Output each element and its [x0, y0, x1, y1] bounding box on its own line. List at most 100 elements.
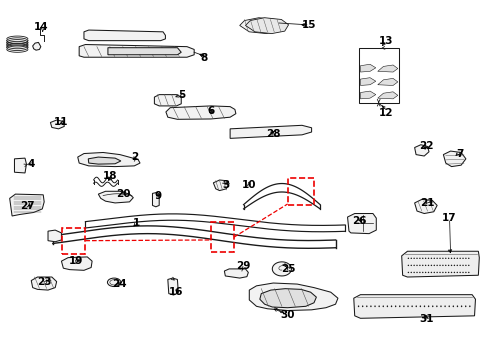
Ellipse shape	[444, 258, 446, 259]
Ellipse shape	[419, 305, 420, 307]
Text: 14: 14	[34, 22, 48, 32]
Polygon shape	[98, 191, 133, 203]
Text: 20: 20	[116, 189, 131, 199]
Ellipse shape	[373, 305, 375, 307]
Ellipse shape	[398, 305, 400, 307]
Ellipse shape	[415, 305, 416, 307]
Polygon shape	[360, 64, 375, 72]
Ellipse shape	[453, 272, 454, 273]
Bar	[210, 222, 233, 252]
Bar	[287, 178, 313, 205]
Ellipse shape	[464, 265, 466, 266]
Polygon shape	[78, 153, 140, 167]
Polygon shape	[249, 283, 337, 311]
Ellipse shape	[456, 305, 457, 307]
Ellipse shape	[453, 265, 454, 266]
Text: 17: 17	[441, 213, 456, 223]
Ellipse shape	[438, 258, 440, 259]
Ellipse shape	[382, 305, 383, 307]
Ellipse shape	[433, 265, 434, 266]
Ellipse shape	[430, 272, 431, 273]
Ellipse shape	[467, 258, 468, 259]
Text: 28: 28	[265, 129, 280, 139]
Ellipse shape	[439, 305, 441, 307]
Polygon shape	[79, 45, 194, 57]
Ellipse shape	[369, 305, 371, 307]
Ellipse shape	[357, 305, 359, 307]
Ellipse shape	[423, 305, 425, 307]
Ellipse shape	[441, 272, 443, 273]
Ellipse shape	[378, 305, 379, 307]
Polygon shape	[259, 289, 316, 308]
Ellipse shape	[438, 265, 440, 266]
Ellipse shape	[427, 272, 428, 273]
Ellipse shape	[361, 305, 363, 307]
Text: 9: 9	[154, 191, 162, 201]
Ellipse shape	[438, 272, 440, 273]
Ellipse shape	[464, 305, 466, 307]
Polygon shape	[401, 251, 478, 277]
Polygon shape	[15, 158, 26, 173]
Polygon shape	[377, 92, 397, 99]
Polygon shape	[245, 18, 288, 33]
Ellipse shape	[456, 258, 457, 259]
Polygon shape	[48, 230, 61, 242]
Ellipse shape	[461, 258, 463, 259]
Ellipse shape	[407, 258, 408, 259]
Ellipse shape	[431, 305, 432, 307]
Polygon shape	[414, 199, 436, 213]
Text: 3: 3	[222, 180, 229, 190]
Ellipse shape	[418, 272, 420, 273]
Text: 15: 15	[301, 20, 316, 30]
Polygon shape	[230, 125, 311, 138]
Ellipse shape	[444, 305, 445, 307]
Polygon shape	[239, 18, 282, 33]
Polygon shape	[61, 257, 92, 270]
Text: 1: 1	[133, 218, 140, 228]
Polygon shape	[272, 262, 291, 276]
Ellipse shape	[410, 305, 412, 307]
Ellipse shape	[444, 272, 446, 273]
Ellipse shape	[447, 272, 448, 273]
Text: 16: 16	[169, 287, 183, 297]
Bar	[62, 228, 85, 254]
Text: 27: 27	[20, 202, 35, 211]
Ellipse shape	[441, 265, 443, 266]
Ellipse shape	[430, 258, 431, 259]
Polygon shape	[88, 157, 121, 164]
Polygon shape	[213, 180, 229, 190]
Ellipse shape	[433, 258, 434, 259]
Ellipse shape	[453, 258, 454, 259]
Polygon shape	[165, 106, 235, 119]
Text: 8: 8	[200, 53, 207, 63]
Ellipse shape	[467, 265, 468, 266]
Ellipse shape	[450, 258, 451, 259]
Ellipse shape	[386, 305, 387, 307]
Text: 12: 12	[378, 108, 392, 118]
Ellipse shape	[464, 272, 466, 273]
Ellipse shape	[421, 265, 423, 266]
Ellipse shape	[459, 258, 460, 259]
Ellipse shape	[430, 265, 431, 266]
Polygon shape	[377, 78, 397, 85]
Polygon shape	[152, 192, 159, 207]
Ellipse shape	[427, 305, 428, 307]
Polygon shape	[353, 294, 474, 318]
Ellipse shape	[447, 305, 449, 307]
Ellipse shape	[412, 265, 414, 266]
Ellipse shape	[456, 272, 457, 273]
Ellipse shape	[412, 272, 414, 273]
Text: 13: 13	[378, 36, 392, 46]
Ellipse shape	[450, 272, 451, 273]
Ellipse shape	[435, 272, 437, 273]
Ellipse shape	[424, 272, 426, 273]
Ellipse shape	[447, 265, 448, 266]
Ellipse shape	[415, 258, 417, 259]
Polygon shape	[10, 194, 44, 216]
Text: 4: 4	[27, 159, 35, 169]
Ellipse shape	[459, 265, 460, 266]
Ellipse shape	[366, 305, 367, 307]
Text: 22: 22	[419, 141, 433, 152]
Text: 6: 6	[207, 106, 214, 116]
Ellipse shape	[402, 305, 404, 307]
